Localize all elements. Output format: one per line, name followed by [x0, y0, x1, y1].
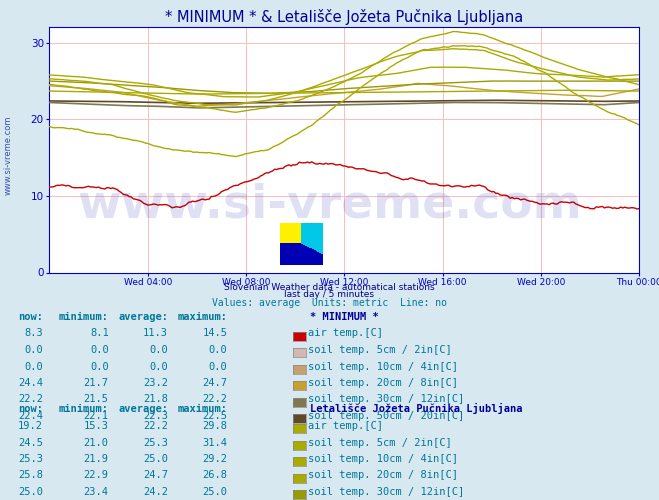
Text: 19.2: 19.2	[18, 421, 43, 431]
Text: 8.1: 8.1	[90, 328, 109, 338]
Text: 8.3: 8.3	[24, 328, 43, 338]
Text: maximum:: maximum:	[177, 312, 227, 322]
Text: minimum:: minimum:	[59, 404, 109, 414]
Text: 0.0: 0.0	[90, 345, 109, 355]
Text: soil temp. 5cm / 2in[C]: soil temp. 5cm / 2in[C]	[308, 438, 452, 448]
Text: 0.0: 0.0	[209, 345, 227, 355]
Text: soil temp. 20cm / 8in[C]: soil temp. 20cm / 8in[C]	[308, 378, 459, 388]
Text: soil temp. 10cm / 4in[C]: soil temp. 10cm / 4in[C]	[308, 362, 459, 372]
Text: maximum:: maximum:	[177, 404, 227, 414]
Text: 23.4: 23.4	[84, 487, 109, 497]
Text: last day / 5 minutes: last day / 5 minutes	[285, 290, 374, 299]
Text: 22.4: 22.4	[18, 411, 43, 421]
Text: 0.0: 0.0	[24, 345, 43, 355]
Text: 31.4: 31.4	[202, 438, 227, 448]
Text: 24.4: 24.4	[18, 378, 43, 388]
Text: air temp.[C]: air temp.[C]	[308, 328, 384, 338]
Text: minimum:: minimum:	[59, 312, 109, 322]
Text: air temp.[C]: air temp.[C]	[308, 421, 384, 431]
Text: 25.0: 25.0	[143, 454, 168, 464]
Text: 22.3: 22.3	[143, 411, 168, 421]
Text: 14.5: 14.5	[202, 328, 227, 338]
Text: soil temp. 20cm / 8in[C]: soil temp. 20cm / 8in[C]	[308, 470, 459, 480]
Title: * MINIMUM * & Letališče Jožeta Pučnika Ljubljana: * MINIMUM * & Letališče Jožeta Pučnika L…	[165, 9, 523, 25]
Text: 0.0: 0.0	[90, 362, 109, 372]
Text: 22.5: 22.5	[202, 411, 227, 421]
Text: soil temp. 30cm / 12in[C]: soil temp. 30cm / 12in[C]	[308, 394, 465, 404]
Text: 25.3: 25.3	[18, 454, 43, 464]
Text: 21.7: 21.7	[84, 378, 109, 388]
Text: 0.0: 0.0	[24, 362, 43, 372]
Text: soil temp. 30cm / 12in[C]: soil temp. 30cm / 12in[C]	[308, 487, 465, 497]
Text: 22.2: 22.2	[202, 394, 227, 404]
Text: Values: average  Units: metric  Line: no: Values: average Units: metric Line: no	[212, 298, 447, 308]
Text: 24.7: 24.7	[143, 470, 168, 480]
Text: 22.2: 22.2	[18, 394, 43, 404]
Text: 25.8: 25.8	[18, 470, 43, 480]
Text: Slovenian Weather data - automatical stations: Slovenian Weather data - automatical sta…	[224, 283, 435, 292]
Text: 24.2: 24.2	[143, 487, 168, 497]
Text: 15.3: 15.3	[84, 421, 109, 431]
Text: 22.1: 22.1	[84, 411, 109, 421]
Text: www.si-vreme.com: www.si-vreme.com	[3, 116, 13, 194]
Text: 22.9: 22.9	[84, 470, 109, 480]
Text: 21.9: 21.9	[84, 454, 109, 464]
Text: soil temp. 50cm / 20in[C]: soil temp. 50cm / 20in[C]	[308, 411, 465, 421]
Text: 21.0: 21.0	[84, 438, 109, 448]
Text: 25.0: 25.0	[18, 487, 43, 497]
Text: soil temp. 10cm / 4in[C]: soil temp. 10cm / 4in[C]	[308, 454, 459, 464]
Text: www.si-vreme.com: www.si-vreme.com	[77, 182, 582, 228]
Text: 24.5: 24.5	[18, 438, 43, 448]
Text: 29.2: 29.2	[202, 454, 227, 464]
Text: 0.0: 0.0	[209, 362, 227, 372]
Text: 11.3: 11.3	[143, 328, 168, 338]
Text: 21.8: 21.8	[143, 394, 168, 404]
Text: 21.5: 21.5	[84, 394, 109, 404]
Text: 0.0: 0.0	[150, 362, 168, 372]
Text: Letališče Jožeta Pučnika Ljubljana: Letališče Jožeta Pučnika Ljubljana	[310, 404, 522, 414]
Text: now:: now:	[18, 312, 43, 322]
Text: 0.0: 0.0	[150, 345, 168, 355]
Text: 25.3: 25.3	[143, 438, 168, 448]
Text: 26.8: 26.8	[202, 470, 227, 480]
Text: 22.2: 22.2	[143, 421, 168, 431]
Text: 29.8: 29.8	[202, 421, 227, 431]
Text: now:: now:	[18, 404, 43, 414]
Text: 25.0: 25.0	[202, 487, 227, 497]
Text: 24.7: 24.7	[202, 378, 227, 388]
Text: * MINIMUM *: * MINIMUM *	[310, 312, 378, 322]
Text: 23.2: 23.2	[143, 378, 168, 388]
Text: average:: average:	[118, 404, 168, 414]
Text: average:: average:	[118, 312, 168, 322]
Text: soil temp. 5cm / 2in[C]: soil temp. 5cm / 2in[C]	[308, 345, 452, 355]
